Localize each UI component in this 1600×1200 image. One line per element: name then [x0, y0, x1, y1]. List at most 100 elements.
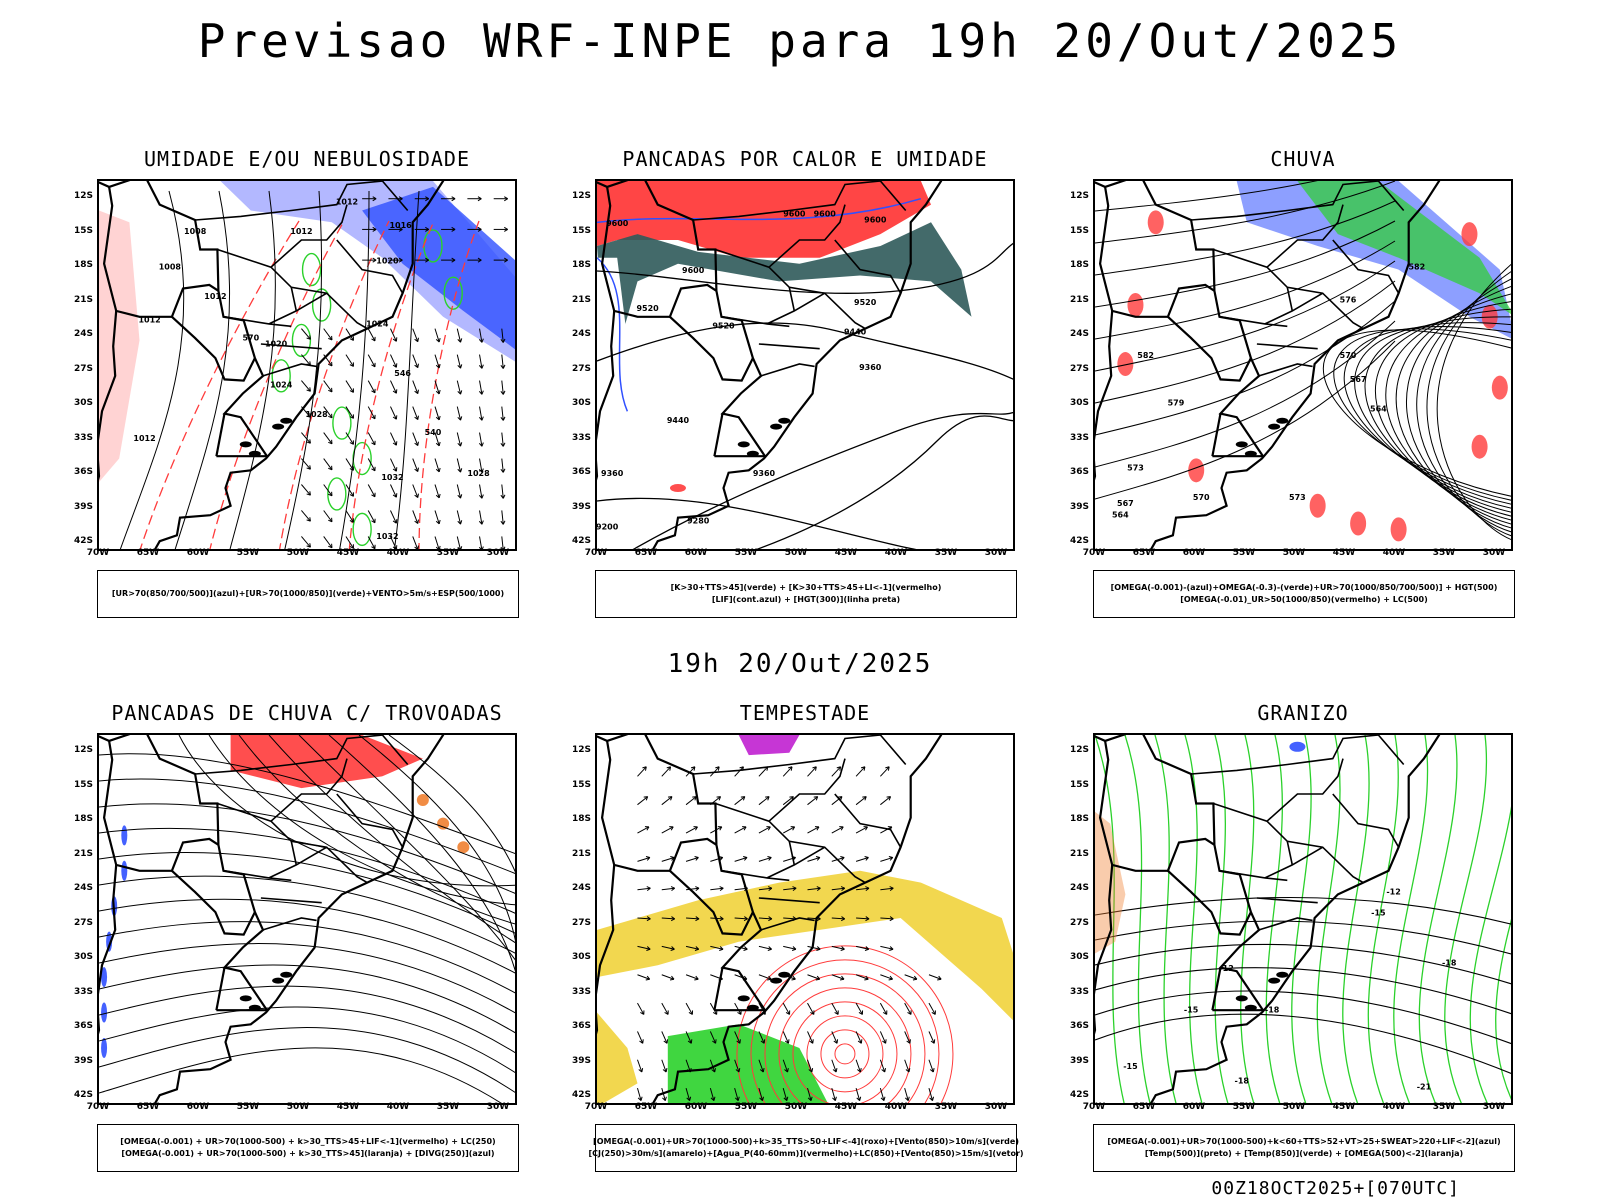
wind-vector	[670, 886, 675, 892]
wind-vector	[807, 945, 821, 950]
wind-vector	[306, 517, 311, 522]
wind-vector	[479, 484, 483, 499]
hail-blue	[1289, 741, 1306, 752]
wind-vector	[435, 389, 441, 395]
wind-vector	[479, 328, 483, 343]
wind-vector	[345, 458, 354, 471]
state-border	[270, 204, 348, 268]
green-humidity-contour	[271, 359, 291, 393]
lat-tick-label: 27S	[73, 363, 93, 374]
omega-blue	[1236, 181, 1511, 339]
lon-tick-label: 35W	[1432, 548, 1456, 558]
contour-label: 9440	[667, 416, 690, 425]
wind-vector	[372, 257, 377, 263]
wind-vector	[661, 826, 674, 834]
wind-vector	[372, 196, 377, 202]
streamline	[1095, 280, 1396, 404]
wind-vector	[661, 974, 675, 980]
lat-tick-label: 21S	[1069, 848, 1089, 859]
state-border	[693, 735, 907, 775]
streamline	[208, 735, 515, 906]
green-humidity-contour	[443, 276, 463, 310]
wind-vector	[349, 518, 354, 523]
temp500-contour	[1095, 967, 1511, 1015]
wind-vector	[345, 484, 354, 497]
wind-vector	[434, 406, 440, 421]
wind-vector	[328, 361, 333, 367]
country-border	[1167, 315, 1252, 382]
wind-vector	[639, 1039, 644, 1044]
wind-vector	[767, 946, 772, 951]
state-border	[766, 292, 826, 325]
country-border	[1211, 413, 1222, 457]
wind-vector	[832, 1067, 838, 1073]
wind-vector	[661, 796, 673, 806]
wind-vector	[412, 536, 419, 549]
wind-vector	[831, 974, 845, 980]
state-border	[1286, 841, 1294, 866]
wind-vector	[661, 917, 675, 920]
wind-vector	[783, 887, 797, 891]
thickness-contour	[139, 220, 300, 549]
wind-vector	[807, 826, 820, 834]
state-border	[788, 287, 796, 312]
wind-vector	[306, 439, 311, 444]
wind-vector	[669, 826, 674, 831]
lagoon	[1276, 971, 1289, 978]
wind-vector	[661, 1031, 668, 1044]
wind-vector	[685, 1002, 693, 1015]
wind-vector	[685, 945, 699, 950]
wind-vector	[643, 796, 649, 801]
divergence-blue	[101, 1037, 108, 1058]
legend-box: [OMEGA(-0.001)+UR>70(1000-500)+k<60+TTS>…	[1093, 1124, 1515, 1172]
contour-label: 9520	[636, 304, 659, 313]
wind-vector	[855, 1031, 862, 1044]
wind-vector	[912, 975, 918, 981]
isobar	[174, 190, 231, 549]
lon-tick-label: 50W	[286, 1102, 310, 1112]
wind-vector	[451, 257, 456, 263]
wind-vector	[477, 226, 482, 232]
state-border	[336, 239, 404, 294]
streamline	[328, 735, 515, 972]
lat-tick-label: 12S	[1069, 745, 1089, 755]
country-border	[1167, 869, 1252, 936]
wind-vector	[349, 544, 354, 549]
wind-vector	[349, 388, 354, 393]
panel-title: GRANIZO	[1257, 701, 1349, 725]
wind-vector	[864, 946, 870, 951]
wind-vector	[687, 1039, 693, 1044]
wind-vector	[904, 1096, 910, 1101]
wind-vector	[765, 796, 770, 801]
lon-tick-label: 70W	[86, 1102, 110, 1112]
wind-vector	[766, 826, 771, 831]
wind-vector	[637, 1002, 645, 1015]
streamline	[99, 753, 515, 855]
wind-vector	[367, 536, 376, 549]
wind-vector	[662, 1067, 668, 1073]
lat-tick-label: 36S	[1069, 1021, 1089, 1031]
state-border	[788, 841, 796, 866]
wind-vector	[414, 415, 419, 421]
contour-label: 9600	[606, 219, 629, 228]
state-border	[1266, 758, 1344, 822]
wind-vector	[879, 1031, 887, 1044]
streamline	[99, 1027, 515, 1094]
lon-tick-label: 40W	[386, 548, 410, 558]
wind-vector	[637, 1096, 643, 1101]
contour-label: 540	[425, 428, 442, 437]
legend-line: [OMEGA(-0.001)+UR>70(1000-500)+k>35_TTS>…	[593, 1137, 1019, 1146]
lat-tick-label: 27S	[1069, 917, 1089, 928]
wind-vector	[412, 406, 419, 420]
lat-tick-label: 42S	[571, 536, 591, 546]
lon-tick-label: 35W	[934, 548, 958, 558]
state-border	[262, 363, 317, 377]
wind-vector	[836, 766, 842, 771]
wind-vector	[390, 510, 397, 524]
wind-vector	[880, 974, 893, 980]
lat-tick-label: 21S	[571, 294, 591, 305]
wind-vector	[809, 1039, 814, 1044]
lon-tick-label: 70W	[584, 548, 608, 558]
lat-tick-label: 42S	[1069, 1090, 1089, 1100]
wind-vector	[642, 766, 647, 771]
